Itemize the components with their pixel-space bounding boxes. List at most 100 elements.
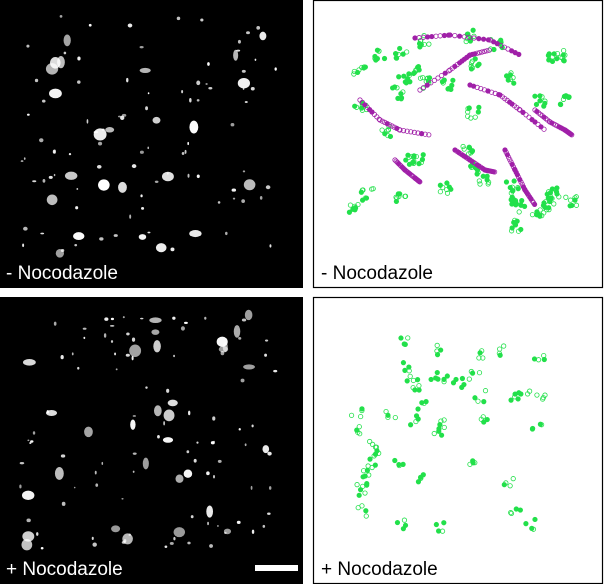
punctum: [130, 419, 135, 429]
track-point: [368, 457, 372, 461]
track-point: [439, 433, 443, 437]
track-point: [532, 357, 536, 361]
track-point: [512, 220, 516, 224]
track-point: [510, 189, 514, 193]
track-point: [524, 521, 528, 525]
punctum: [26, 519, 30, 523]
punctum: [147, 147, 149, 150]
track-point: [347, 210, 351, 214]
punctum: [242, 319, 246, 322]
track-point: [477, 36, 481, 40]
punctum: [21, 160, 24, 162]
punctum: [19, 484, 21, 488]
punctum: [139, 234, 147, 240]
punctum: [22, 531, 34, 541]
punctum: [92, 542, 96, 546]
scale-bar: [255, 565, 298, 571]
track-point: [399, 91, 403, 95]
punctum: [83, 328, 87, 330]
track-point: [445, 181, 449, 185]
punctum: [92, 537, 94, 540]
punctum: [27, 114, 30, 116]
track-point: [517, 52, 521, 56]
punctum: [133, 415, 136, 417]
punctum: [133, 452, 137, 454]
punctum: [36, 532, 38, 536]
track-point: [530, 427, 534, 431]
punctum: [95, 483, 98, 487]
punctum: [22, 491, 34, 500]
punctum: [255, 59, 257, 61]
punctum: [74, 487, 76, 489]
track-point: [415, 377, 419, 381]
punctum: [132, 356, 134, 360]
track-point: [555, 56, 559, 60]
punctum: [74, 244, 77, 246]
punctum: [64, 52, 67, 55]
track-point: [485, 174, 489, 178]
track-point: [373, 463, 377, 467]
punctum: [189, 121, 198, 134]
punctum: [243, 364, 255, 369]
punctum: [267, 452, 271, 456]
punctum: [94, 128, 107, 140]
track-point: [471, 461, 475, 465]
panel-label: + Nocodazole: [321, 559, 438, 580]
punctum: [61, 355, 64, 359]
track-point: [482, 399, 486, 403]
punctum: [64, 34, 71, 46]
punctum: [155, 181, 159, 183]
punctum: [23, 227, 28, 231]
punctum: [143, 458, 149, 470]
track-point: [542, 104, 546, 108]
punctum: [39, 138, 43, 142]
panel-label: - Nocodazole: [321, 263, 433, 284]
punctum: [154, 405, 162, 416]
track-point: [388, 134, 392, 138]
punctum: [204, 317, 206, 320]
punctum: [252, 424, 254, 427]
track-point: [407, 365, 411, 369]
punctum: [49, 89, 62, 99]
punctum: [207, 522, 209, 525]
track-point: [357, 493, 361, 497]
track-point: [427, 76, 431, 80]
punctum: [213, 475, 215, 478]
punctum: [189, 230, 201, 237]
punctum: [140, 68, 151, 73]
punctum: [110, 325, 114, 327]
punctum: [153, 340, 161, 352]
track-point: [502, 483, 506, 487]
punctum: [43, 179, 46, 183]
track-point: [469, 67, 473, 71]
punctum: [196, 81, 200, 86]
punctum: [145, 106, 148, 110]
punctum: [200, 19, 203, 22]
punctum: [20, 462, 25, 464]
track-point: [538, 422, 542, 426]
track-point: [504, 180, 508, 184]
punctum: [188, 411, 190, 416]
punctum: [177, 17, 181, 21]
track-point: [547, 58, 551, 62]
punctum: [121, 498, 123, 500]
track-point: [467, 146, 471, 150]
punctum: [245, 310, 253, 320]
punctum: [156, 243, 167, 252]
punctum: [264, 354, 267, 357]
punctum: [140, 151, 144, 154]
punctum: [153, 117, 161, 124]
punctum: [62, 502, 66, 506]
punctum: [175, 474, 183, 482]
punctum: [251, 87, 255, 90]
track-point: [421, 153, 425, 157]
microscopy-image: [0, 297, 303, 584]
punctum: [233, 198, 235, 200]
track-point: [538, 214, 542, 218]
punctum: [218, 201, 221, 204]
track-point: [417, 161, 421, 165]
punctum: [206, 471, 210, 475]
punctum: [197, 99, 200, 101]
track-point: [534, 102, 538, 106]
punctum: [120, 116, 124, 120]
